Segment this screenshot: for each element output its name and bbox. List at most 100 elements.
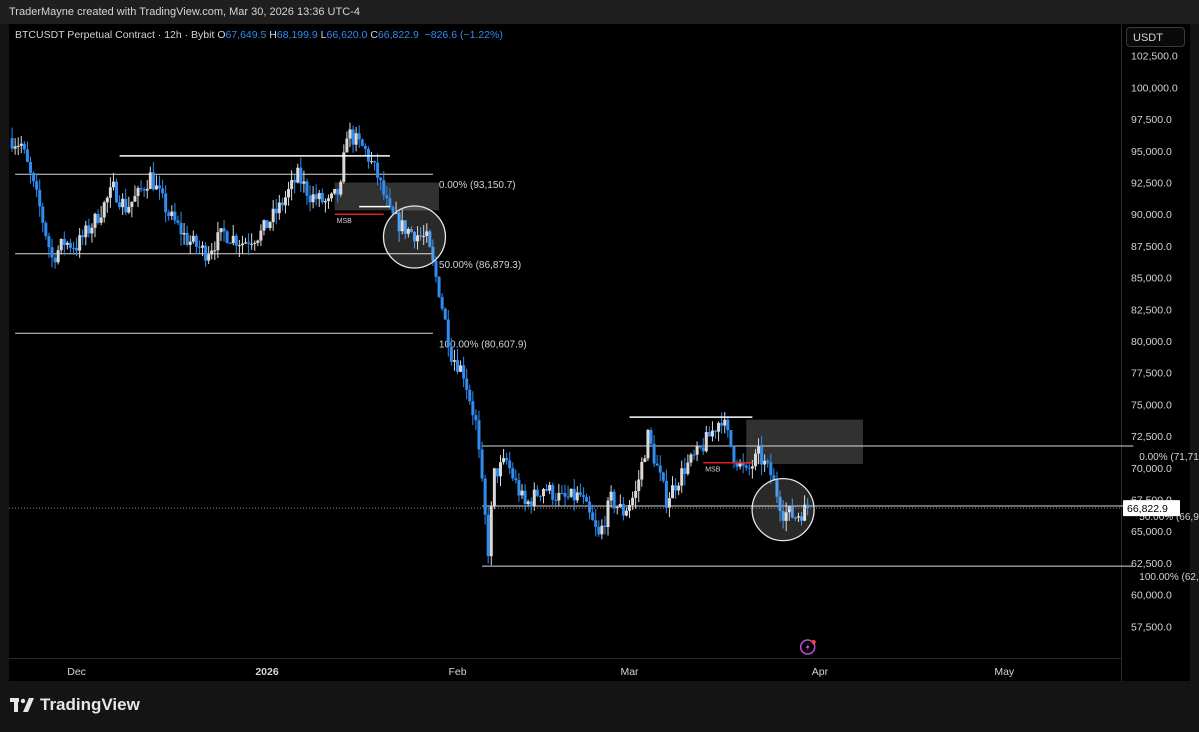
candle-body	[489, 506, 493, 557]
candle-body	[723, 419, 727, 426]
price-tick-label: 97,500.0	[1131, 114, 1172, 126]
candle-body	[231, 235, 235, 244]
candle-body	[385, 195, 389, 199]
candle-body	[357, 133, 361, 140]
last-price-label: 66,822.9	[1127, 503, 1168, 515]
candle-body	[305, 181, 309, 196]
candle-body	[615, 507, 619, 509]
candle-body	[732, 446, 736, 463]
candle-body	[511, 468, 515, 479]
candle-body	[136, 188, 140, 196]
chart-header: TraderMayne created with TradingView.com…	[0, 0, 1199, 24]
candle-body	[121, 198, 125, 208]
candle-body	[529, 501, 533, 507]
candle-body	[766, 460, 770, 463]
candle-body	[578, 492, 582, 496]
candle-body	[412, 231, 416, 242]
candle-body	[428, 231, 432, 247]
candle-body	[772, 475, 776, 481]
candle-body	[474, 415, 478, 421]
msb-label: MSB	[705, 467, 721, 474]
time-tick-label: May	[994, 666, 1015, 678]
candle-body	[151, 172, 155, 190]
candle-body	[523, 490, 527, 505]
price-tick-label: 92,500.0	[1131, 178, 1172, 190]
candle-body	[747, 467, 751, 469]
symbol-legend: BTCUSDT Perpetual Contract · 12h · Bybit…	[15, 29, 503, 41]
candle-body	[520, 490, 524, 496]
candle-body	[302, 181, 306, 184]
candle-body	[535, 489, 539, 496]
price-tick-label: 57,500.0	[1131, 621, 1172, 633]
candle-body	[99, 217, 103, 223]
candle-body	[204, 245, 208, 261]
candle-body	[84, 225, 88, 238]
chart-area[interactable]	[9, 24, 1121, 658]
currency-button[interactable]: USDT	[1126, 27, 1185, 47]
candle-body	[13, 146, 17, 149]
candle-body	[609, 491, 613, 501]
fib-level-label: 100.00% (80,607.9)	[439, 339, 527, 350]
candle-body	[796, 516, 800, 518]
price-tick-label: 102,500.0	[1131, 51, 1178, 63]
candle-body	[486, 514, 490, 557]
candle-body	[118, 202, 122, 208]
candle-body	[382, 180, 386, 196]
candle-body	[643, 458, 647, 462]
candle-body	[400, 220, 404, 232]
candle-body	[256, 240, 260, 243]
candle-body	[342, 152, 346, 182]
candle-body	[674, 485, 678, 491]
price-tick-label: 60,000.0	[1131, 590, 1172, 602]
candle-body	[455, 360, 459, 372]
candle-body	[483, 478, 487, 515]
currency-label: USDT	[1133, 32, 1163, 44]
candle-body	[158, 185, 162, 189]
high-value: 68,199.9	[276, 29, 318, 41]
fib-level-label: 50.00% (86,879.3)	[439, 260, 521, 271]
candle-body	[185, 232, 189, 245]
candle-body	[201, 245, 205, 248]
candles	[10, 122, 810, 566]
candle-body	[628, 504, 632, 511]
open-label: O	[217, 29, 226, 41]
candle-body	[624, 510, 628, 516]
candle-body	[311, 194, 315, 203]
candle-body	[379, 177, 383, 181]
candle-body	[330, 193, 334, 199]
price-axis[interactable]	[1121, 24, 1190, 681]
candle-body	[234, 235, 238, 246]
price-tick-label: 65,000.0	[1131, 526, 1172, 538]
price-tick-label: 82,500.0	[1131, 304, 1172, 316]
candle-body	[618, 504, 622, 508]
candle-body	[419, 235, 423, 237]
candle-body	[53, 257, 57, 263]
candle-body	[93, 213, 97, 228]
candle-body	[240, 243, 244, 246]
candle-body	[308, 195, 312, 203]
candle-body	[459, 365, 463, 372]
candle-body	[526, 501, 530, 505]
candle-body	[588, 501, 592, 513]
candle-body	[78, 235, 82, 251]
candle-body	[182, 232, 186, 235]
time-axis[interactable]	[9, 658, 1121, 681]
candle-body	[363, 145, 367, 149]
candle-body	[603, 525, 607, 527]
candle-body	[677, 485, 681, 491]
candle-body	[154, 185, 158, 190]
candle-body	[425, 231, 429, 236]
candle-body	[222, 228, 226, 232]
candle-body	[600, 525, 604, 535]
candle-body	[683, 468, 687, 474]
tradingview-logo[interactable]: TradingView	[10, 695, 140, 715]
candle-body	[339, 181, 343, 195]
candle-body	[274, 208, 278, 214]
candle-body	[354, 133, 358, 145]
candle-body	[167, 212, 171, 217]
header-title: TraderMayne created with TradingView.com…	[9, 6, 360, 18]
candle-body	[197, 246, 201, 248]
candle-body	[416, 235, 420, 242]
candle-body	[621, 504, 625, 516]
